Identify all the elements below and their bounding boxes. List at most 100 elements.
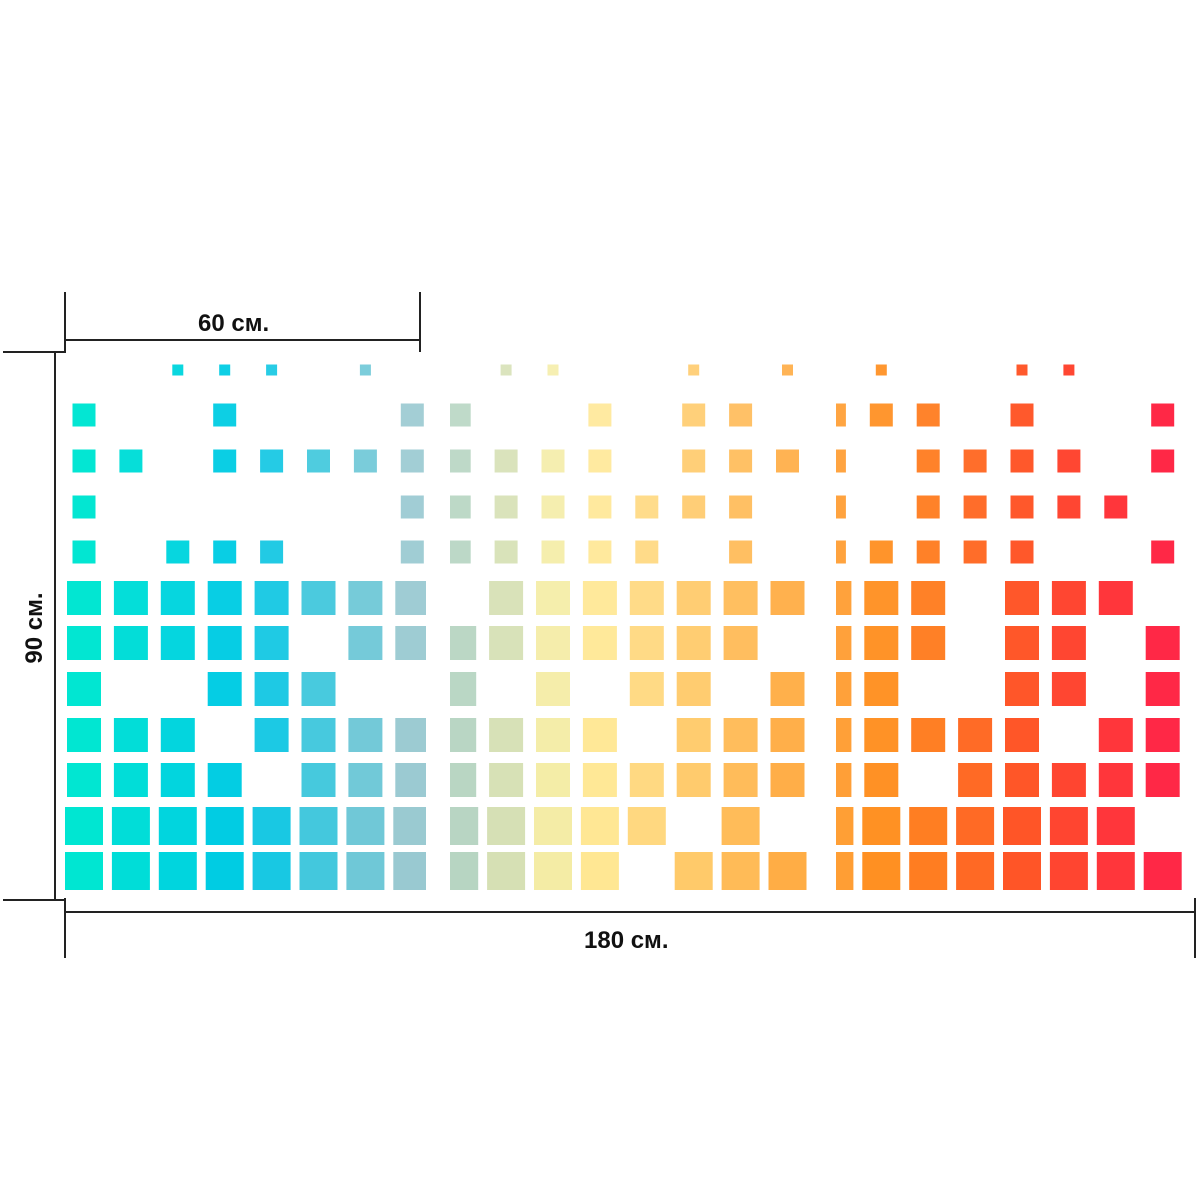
mosaic-tile (916, 403, 940, 427)
mosaic-tile (489, 763, 524, 797)
mosaic-tile (72, 403, 96, 427)
mosaic-tile (400, 495, 424, 519)
mosaic-tile (205, 852, 244, 890)
mosaic-tile (1003, 852, 1041, 890)
mosaic-tile (395, 718, 430, 752)
mosaic-tile (494, 495, 518, 519)
mosaic-tile (958, 718, 993, 752)
mosaic-tile (627, 807, 666, 845)
mosaic-tile (207, 672, 242, 706)
mosaic-tile (158, 852, 197, 890)
mosaic-tile (629, 763, 664, 797)
mosaic-tile (113, 581, 148, 615)
mosaic-tile (299, 807, 338, 845)
mosaic-tile (916, 495, 940, 519)
mosaic-tile (911, 718, 946, 752)
mosaic-tile (172, 364, 184, 376)
mosaic-tile (1051, 763, 1086, 797)
mosaic-tile (629, 626, 664, 660)
mosaic-tile (494, 449, 518, 473)
mosaic-tile (207, 763, 242, 797)
mosaic-tile (447, 403, 471, 427)
mosaic-tile (348, 763, 383, 797)
mosaic-tile (72, 449, 96, 473)
mosaic-tile (67, 718, 101, 752)
mosaic-tile (346, 852, 385, 890)
mosaic-tile (1010, 495, 1034, 519)
mosaic-tile (393, 852, 432, 890)
mosaic-tile (541, 495, 565, 519)
mosaic-tile (729, 540, 753, 564)
mosaic-tile (770, 581, 805, 615)
mosaic-tile (676, 626, 711, 660)
mosaic-tile (682, 403, 706, 427)
mosaic-tile (776, 449, 799, 473)
mosaic-tile (213, 403, 237, 427)
mosaic-tile (1145, 626, 1180, 660)
mosaic-tile (260, 449, 284, 473)
mosaic-tile (260, 540, 284, 564)
mosaic-tile (301, 763, 336, 797)
mosaic-tile (1096, 807, 1135, 845)
panel-gaps (426, 346, 836, 906)
dimension-lines (3, 292, 1196, 958)
mosaic-tile (676, 718, 711, 752)
mosaic-tile (359, 364, 371, 376)
mosaic-tile (400, 449, 424, 473)
mosaic-tile (1096, 852, 1135, 890)
mosaic-tile (864, 581, 899, 615)
mosaic-tile (1005, 718, 1039, 752)
mosaic-tile (869, 403, 893, 427)
mosaic-tile (768, 852, 807, 890)
panel-width-label: 60 см. (198, 310, 270, 337)
mosaic-tile (1005, 672, 1039, 706)
mosaic-tile (254, 626, 289, 660)
mosaic-tile (862, 807, 901, 845)
mosaic-tile (958, 763, 993, 797)
mosaic-tile (580, 852, 619, 890)
mosaic-tile (782, 364, 793, 376)
mosaic-tile (536, 672, 570, 706)
mosaic-tile (864, 626, 899, 660)
mosaic-tile (301, 718, 336, 752)
mosaic-tile (956, 807, 995, 845)
mosaic-tile (1016, 364, 1028, 376)
mosaic-tile (721, 852, 760, 890)
mosaic-tile (911, 626, 946, 660)
mosaic-tile (536, 718, 570, 752)
mosaic-tile (72, 495, 96, 519)
mosaic-tile (348, 581, 383, 615)
mosaic-tile (67, 581, 101, 615)
mosaic-tile (111, 852, 150, 890)
mosaic-tile (1098, 718, 1133, 752)
mosaic-tile (447, 449, 471, 473)
mosaic-tile (909, 852, 948, 890)
mosaic-tile (395, 626, 430, 660)
mosaic-tile (489, 626, 524, 660)
mosaic-tile (1151, 449, 1175, 473)
mosaic-tile (489, 718, 524, 752)
mosaic-tile (1051, 581, 1086, 615)
mosaic-tile (252, 807, 291, 845)
mosaic-tile (770, 763, 805, 797)
mosaic-tile (1051, 626, 1086, 660)
mosaic-tile (588, 449, 612, 473)
mosaic-tile (1005, 626, 1039, 660)
height-label: 90 см. (21, 592, 48, 664)
mosaic-tile (67, 763, 101, 797)
mosaic-tile (1005, 581, 1039, 615)
mosaic-tile (205, 807, 244, 845)
mosaic-tile (588, 540, 612, 564)
mosaic-tile (676, 581, 711, 615)
mosaic-tile (723, 718, 758, 752)
mosaic-tile (723, 581, 758, 615)
mosaic-tile (1049, 852, 1088, 890)
mosaic-tile (353, 449, 377, 473)
mosaic-tile (500, 364, 512, 376)
mosaic-tile (963, 495, 987, 519)
mosaic-tile (301, 672, 336, 706)
mosaic-tile (160, 626, 195, 660)
mosaic-tile (213, 449, 237, 473)
mosaic-tile (113, 626, 148, 660)
mosaic-tile (629, 672, 664, 706)
